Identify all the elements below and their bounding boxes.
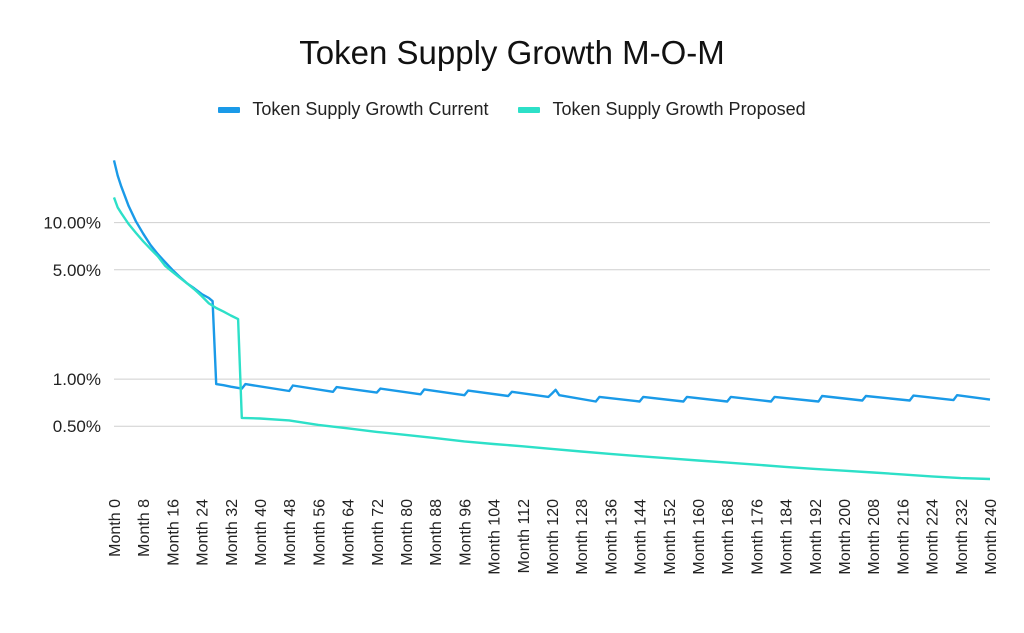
grid-lines (114, 222, 990, 427)
x-tick-label: Month 32 (224, 499, 241, 566)
x-tick-label: Month 168 (720, 499, 737, 575)
x-tick-label: Month 112 (516, 499, 533, 574)
x-tick-label: Month 200 (837, 499, 854, 575)
chart-title: Token Supply Growth M-O-M (299, 34, 725, 71)
x-axis-ticks: Month 0 Month 8 Month 16 Month 24 Month 32 Mo… (107, 499, 1000, 575)
x-tick-label: Month 208 (866, 499, 883, 575)
x-tick-label: Month 24 (195, 499, 212, 566)
y-tick-label: 10.00% (43, 214, 101, 233)
x-tick-label: Month 48 (282, 499, 299, 566)
legend-swatch-proposed (518, 106, 541, 113)
x-tick-label: Month 184 (779, 499, 796, 575)
x-tick-label: Month 144 (633, 499, 650, 575)
x-tick-label: Month 0 (107, 499, 124, 557)
x-tick-label: Month 224 (925, 499, 942, 575)
series-lines (112, 160, 991, 481)
x-tick-label: Month 120 (545, 499, 562, 575)
x-tick-label: Month 40 (253, 499, 270, 566)
x-tick-label: Month 192 (808, 499, 825, 575)
x-tick-label: Month 176 (749, 499, 766, 575)
y-axis-ticks: 10.00% 5.00% 1.00% 0.50% (43, 214, 101, 437)
y-tick-label: 5.00% (53, 261, 101, 280)
x-tick-label: Month 152 (662, 499, 679, 575)
x-tick-label: Month 136 (603, 499, 620, 575)
x-tick-label: Month 16 (165, 499, 182, 566)
x-tick-label: Month 160 (691, 499, 708, 575)
y-tick-label: 1.00% (53, 370, 101, 389)
x-tick-label: Month 80 (399, 499, 416, 566)
legend: Token Supply Growth Current Token Supply… (0, 99, 1024, 120)
legend-item-proposed: Token Supply Growth Proposed (518, 99, 806, 120)
x-tick-label: Month 88 (428, 499, 445, 566)
x-tick-label: Month 72 (370, 499, 387, 566)
x-tick-label: Month 232 (954, 499, 971, 575)
x-tick-label: Month 216 (895, 499, 912, 575)
x-tick-label: Month 240 (983, 499, 1000, 575)
x-tick-label: Month 96 (457, 499, 474, 566)
legend-item-current: Token Supply Growth Current (218, 99, 488, 120)
y-tick-label: 0.50% (53, 417, 101, 436)
x-tick-label: Month 104 (487, 499, 504, 575)
legend-label-current: Token Supply Growth Current (252, 99, 489, 119)
x-tick-label: Month 64 (341, 499, 358, 566)
series-line-proposed (112, 196, 991, 481)
legend-label-proposed: Token Supply Growth Proposed (552, 99, 806, 119)
x-tick-label: Month 8 (136, 499, 153, 557)
legend-swatch-current (218, 106, 241, 113)
series-line-current (112, 160, 991, 403)
x-tick-label: Month 56 (311, 499, 328, 566)
x-tick-label: Month 128 (574, 499, 591, 575)
